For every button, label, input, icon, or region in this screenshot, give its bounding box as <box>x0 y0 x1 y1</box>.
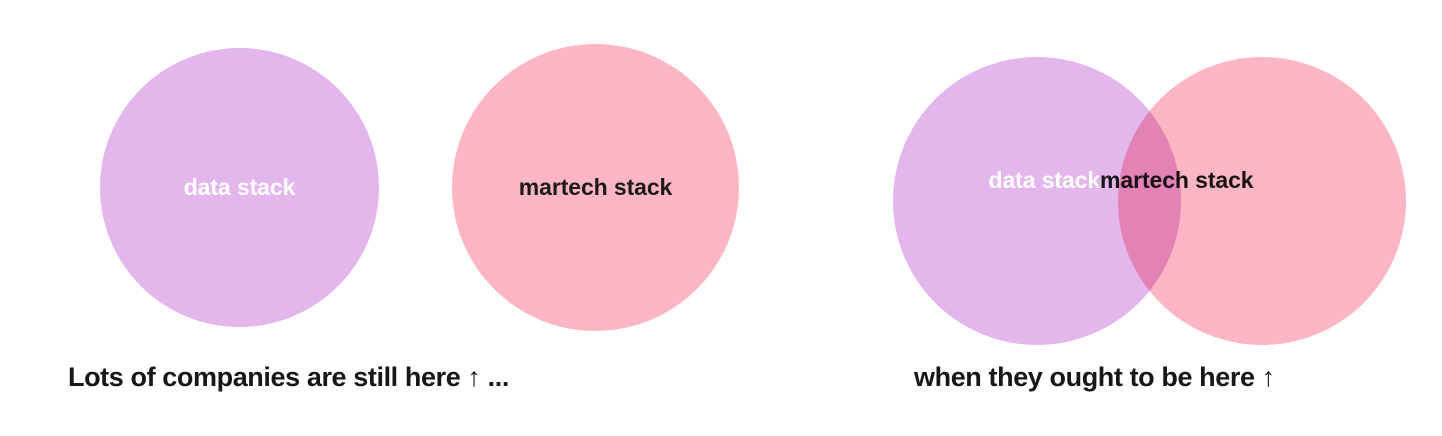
caption-separated: Lots of companies are still here ↑ ... <box>68 362 509 392</box>
overlapping-diagram: data stack martech stack <box>800 0 1442 350</box>
label-data-stack-separated: data stack <box>183 174 296 200</box>
label-martech-stack-separated: martech stack <box>518 174 673 200</box>
separated-diagram: data stack martech stack <box>0 0 800 350</box>
panel-overlapping: data stack martech stack when they ought… <box>800 0 1442 436</box>
circle-martech-stack-overlapping <box>1118 57 1406 345</box>
circle-data-stack-separated <box>100 48 379 327</box>
panel-separated: data stack martech stack Lots of compani… <box>0 0 800 392</box>
caption-overlapping: when they ought to be here ↑ <box>914 362 1275 392</box>
circle-martech-stack-separated <box>452 44 739 331</box>
